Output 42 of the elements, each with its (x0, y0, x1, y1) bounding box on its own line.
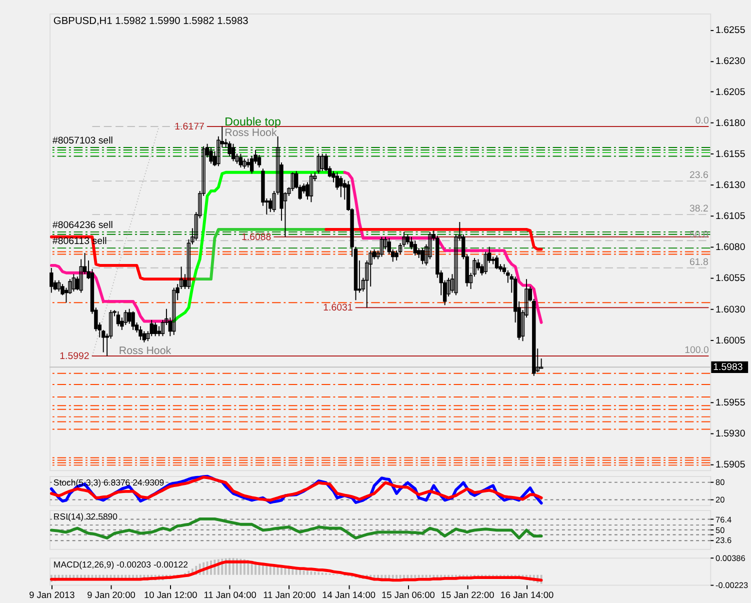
x-tick-label: 11 Jan 20:00 (263, 590, 316, 600)
y-tick-label: 1.5930 (716, 428, 746, 440)
y-tick-label: 1.6130 (716, 180, 746, 192)
x-tick-label: 16 Jan 14:00 (500, 590, 554, 600)
x-tick-label: 9 Jan 2013 (29, 590, 75, 600)
series-label: 61.8 (689, 256, 708, 268)
annotation: Ross Hook (118, 345, 172, 358)
y-tick-label: 1.6230 (716, 56, 746, 68)
series-label: 1.6177 (174, 121, 204, 132)
series-label: 38.2 (689, 204, 708, 215)
chart-title: MACD(12,26,9) -0.00203 -0.00122 (53, 559, 188, 570)
y-tick-label: 1.6005 (716, 335, 746, 346)
chart-title: RSI(14) 32.5890 (53, 512, 118, 522)
x-tick-label: 9 Jan 20:00 (87, 590, 136, 600)
y-tick-label: 1.6080 (716, 242, 746, 254)
x-tick-label: 11 Jan 04:00 (204, 590, 256, 600)
x-tick-label: 10 Jan 12:00 (144, 590, 198, 600)
series-label: 1.6031 (323, 302, 353, 314)
series-label: 1.5992 (60, 350, 90, 362)
x-tick-label: 15 Jan 06:00 (382, 590, 435, 600)
y-tick-label: 1.5955 (716, 397, 746, 408)
annotation: Ross Hook (224, 127, 278, 140)
y-tick-label: 1.6180 (716, 118, 746, 130)
x-tick-label: 14 Jan 14:00 (322, 590, 376, 600)
y-tick-label: 1.6255 (716, 25, 746, 36)
y-tick-label: 1.6105 (716, 211, 746, 222)
y-tick-label: 1.5905 (716, 459, 746, 470)
y-tick-label: 1.6055 (716, 273, 746, 284)
series-label: 23.6 (689, 170, 708, 182)
annotation: 0.0 (695, 116, 710, 127)
chart-title: GBPUSD,H1 1.5982 1.5990 1.5982 1.5983 (53, 16, 249, 28)
series-label: 1.6088 (241, 232, 272, 243)
annotation: Double top (224, 115, 281, 128)
ref-line-label: #8057103 sell (52, 136, 113, 147)
y-tick-label: 1.6205 (716, 87, 746, 98)
x-tick-label: 15 Jan 22:00 (440, 590, 494, 600)
y-tick-label: 1.6030 (716, 304, 746, 316)
ref-line-label: 1.5983 (713, 362, 743, 374)
annotation: 100.0 (684, 345, 710, 356)
ref-line-label: #8064236 sell (52, 220, 113, 232)
y-tick-label: 1.6155 (716, 149, 746, 160)
chart-title: Stoch(5,3,3) 6.8376 24.9309 (53, 478, 164, 488)
